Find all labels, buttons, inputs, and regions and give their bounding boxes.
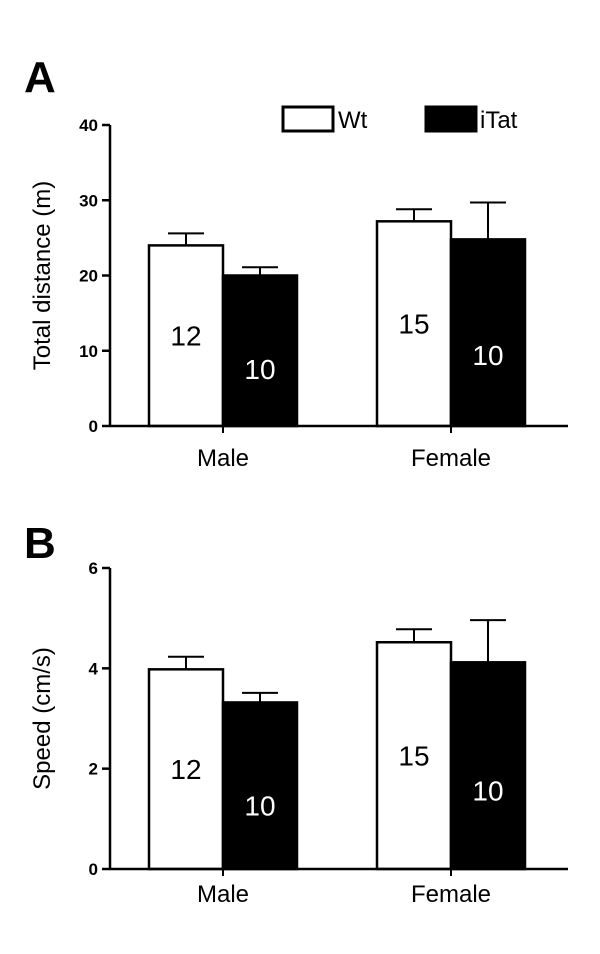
y-tick-label-0: 0 bbox=[89, 860, 98, 879]
bar-wt-female bbox=[375, 220, 453, 428]
n-label-itat-male: 10 bbox=[244, 354, 275, 385]
bar-wt-male bbox=[147, 244, 225, 428]
panel-letter-b: B bbox=[24, 519, 56, 568]
n-label-itat-male: 10 bbox=[244, 791, 275, 822]
y-axis-title: Speed (cm/s) bbox=[29, 647, 56, 790]
panel-b-chart: B 12 10 Male 15 10 Female 0 2 4 6 Speed (cm/s) bbox=[24, 519, 568, 908]
y-axis-title: Total distance (m) bbox=[29, 181, 56, 370]
x-tick-label-female: Female bbox=[411, 881, 491, 908]
bar-itat-female bbox=[449, 238, 527, 428]
x-tick-label-male: Male bbox=[197, 445, 249, 472]
bar-itat-female bbox=[449, 661, 527, 871]
y-tick-label-0: 0 bbox=[89, 417, 98, 436]
y-tick-label-40: 40 bbox=[79, 116, 98, 135]
x-tick-label-male: Male bbox=[197, 881, 249, 908]
bar-wt-female bbox=[375, 640, 453, 871]
legend-label-itat: iTat bbox=[480, 107, 518, 134]
bar-itat-male bbox=[221, 274, 299, 428]
y-tick-label-2: 2 bbox=[89, 760, 98, 779]
n-label-wt-male: 12 bbox=[170, 754, 201, 785]
n-label-itat-female: 10 bbox=[472, 775, 503, 806]
y-tick-label-20: 20 bbox=[79, 267, 98, 286]
n-label-itat-female: 10 bbox=[472, 340, 503, 371]
legend-label-wt: Wt bbox=[338, 107, 368, 134]
y-tick-label-30: 30 bbox=[79, 191, 98, 210]
n-label-wt-female: 15 bbox=[398, 309, 429, 340]
panel-a-chart: A 12 10 Male 15 10 Female 0 10 20 30 40 Total distan… bbox=[24, 53, 568, 472]
y-tick-label-6: 6 bbox=[89, 559, 98, 578]
legend: Wt iTat bbox=[281, 105, 518, 134]
legend-swatch-wt bbox=[281, 105, 335, 133]
bar-itat-male bbox=[221, 701, 299, 871]
panel-letter-a: A bbox=[24, 53, 56, 102]
y-tick-label-4: 4 bbox=[89, 659, 99, 678]
x-tick-label-female: Female bbox=[411, 445, 491, 472]
legend-swatch-itat bbox=[424, 105, 478, 133]
n-label-wt-female: 15 bbox=[398, 741, 429, 772]
n-label-wt-male: 12 bbox=[170, 321, 201, 352]
y-tick-label-10: 10 bbox=[79, 342, 98, 361]
